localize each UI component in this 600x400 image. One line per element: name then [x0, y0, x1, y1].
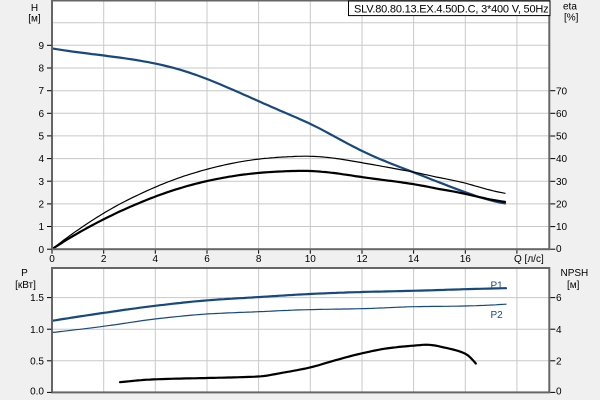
svg-text:6: 6 — [556, 293, 562, 304]
svg-text:16: 16 — [460, 254, 472, 265]
svg-text:12: 12 — [356, 254, 368, 265]
svg-text:0: 0 — [38, 245, 44, 256]
svg-text:0.0: 0.0 — [30, 386, 44, 397]
svg-text:2: 2 — [101, 254, 107, 265]
svg-text:P1: P1 — [491, 281, 504, 292]
svg-text:7: 7 — [38, 86, 44, 97]
svg-text:60: 60 — [556, 109, 568, 120]
svg-text:8: 8 — [256, 254, 262, 265]
svg-text:3: 3 — [38, 177, 44, 188]
svg-text:[м]: [м] — [567, 280, 580, 291]
svg-text:P: P — [21, 268, 28, 279]
svg-text:30: 30 — [556, 177, 568, 188]
svg-text:10: 10 — [305, 254, 317, 265]
svg-text:[м]: [м] — [28, 14, 41, 25]
svg-text:8: 8 — [38, 64, 44, 75]
svg-text:0: 0 — [556, 244, 562, 255]
svg-text:4: 4 — [556, 325, 562, 336]
svg-text:4: 4 — [153, 254, 159, 265]
svg-text:9: 9 — [38, 41, 44, 52]
svg-text:[кВт]: [кВт] — [15, 280, 36, 291]
svg-text:6: 6 — [204, 254, 210, 265]
svg-text:2: 2 — [556, 356, 562, 367]
svg-text:1: 1 — [38, 222, 44, 233]
svg-text:4: 4 — [38, 154, 44, 165]
svg-text:[%]: [%] — [564, 12, 579, 23]
svg-text:0: 0 — [49, 254, 55, 265]
svg-text:P2: P2 — [491, 310, 504, 321]
svg-text:0: 0 — [556, 386, 562, 397]
svg-text:50: 50 — [556, 132, 568, 143]
svg-text:eta: eta — [563, 1, 577, 12]
svg-text:2: 2 — [38, 200, 44, 211]
svg-text:H: H — [31, 3, 38, 14]
svg-text:Q [л/с]: Q [л/с] — [514, 254, 544, 265]
svg-text:14: 14 — [408, 254, 420, 265]
svg-text:10: 10 — [556, 222, 568, 233]
svg-text:NPSH: NPSH — [561, 268, 589, 279]
svg-text:1.0: 1.0 — [30, 325, 44, 336]
svg-text:SLV.80.80.13.EX.4.50D.C, 3*400: SLV.80.80.13.EX.4.50D.C, 3*400 V, 50Hz — [354, 3, 548, 15]
svg-text:5: 5 — [38, 132, 44, 143]
svg-text:0.5: 0.5 — [30, 356, 44, 367]
svg-text:1.5: 1.5 — [30, 293, 44, 304]
svg-text:70: 70 — [556, 86, 568, 97]
svg-text:6: 6 — [38, 109, 44, 120]
svg-text:40: 40 — [556, 154, 568, 165]
svg-text:20: 20 — [556, 200, 568, 211]
